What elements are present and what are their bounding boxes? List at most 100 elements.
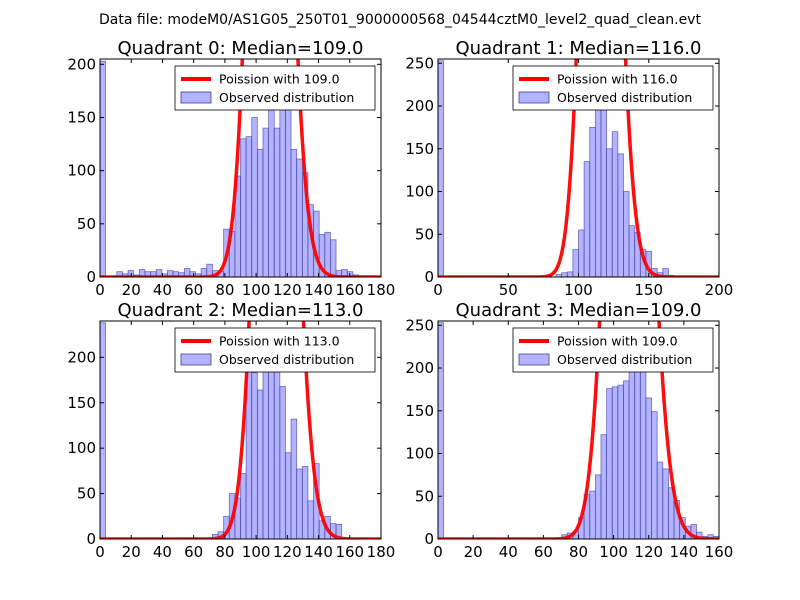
histogram-bar (662, 468, 669, 539)
x-tick-label: 20 (464, 543, 483, 561)
y-tick-label: 50 (77, 215, 96, 233)
y-tick-label: 50 (415, 225, 434, 243)
y-tick-label: 200 (67, 348, 96, 366)
legend-bar-swatch (518, 91, 550, 104)
legend-bar-swatch (518, 353, 550, 366)
histogram-bar (279, 385, 286, 539)
histogram-bar (611, 131, 619, 277)
x-tick-label: 140 (304, 281, 333, 299)
histogram-bar (330, 239, 337, 277)
subplots: 0 20 40 60 80 100 120 140 160 180050100150200Quad… (67, 38, 734, 561)
x-tick-label: 100 (242, 281, 271, 299)
legend-label-poisson: Poission with 109.0 (219, 72, 340, 87)
x-tick-label: 100 (242, 543, 271, 561)
histogram-bar (307, 500, 314, 539)
subplot-2: 0 20 40 60 80 100 120 140 160 180050100150200Quad… (67, 300, 395, 561)
legend-bar-swatch (180, 91, 212, 104)
y-tick-label: 50 (77, 485, 96, 503)
x-tick-label: 50 (499, 281, 518, 299)
x-tick-label: 20 (122, 543, 141, 561)
y-tick-label: 100 (405, 445, 434, 463)
subplot-title: Quadrant 2: Median=113.0 (118, 300, 364, 321)
histogram-bar (606, 148, 613, 277)
histogram-bar (572, 249, 579, 277)
histogram-bar (100, 322, 107, 539)
histogram-bar (662, 268, 669, 277)
x-tick-label: 160 (705, 543, 734, 561)
histogram-bar (600, 434, 607, 539)
histogram-bar (268, 109, 275, 277)
histogram-bar (256, 148, 264, 277)
histogram-bar (324, 231, 331, 277)
histogram-bar (285, 452, 292, 539)
x-tick-label: 200 (705, 281, 734, 299)
subplot-3: 0 20 40 60 80 100 120 140 160 0 50 100 150 200 250 Quad… (405, 300, 734, 561)
histogram-bar (256, 389, 264, 539)
legend-label-poisson: Poission with 109.0 (557, 334, 678, 349)
legend-label-poisson: Poission with 116.0 (557, 72, 678, 87)
subplot-title: Quadrant 3: Median=109.0 (456, 300, 702, 321)
legend: Poission with 109.0 Observed distribution (174, 65, 376, 111)
legend-bar-swatch (180, 353, 212, 366)
legend: Poission with 113.0 Observed distribution (174, 327, 376, 373)
histogram-bar (628, 350, 636, 539)
x-tick-label: 120 (634, 543, 663, 561)
x-tick-label: 20 (122, 281, 141, 299)
y-tick-label: 250 (405, 316, 434, 334)
histogram-bar (296, 158, 303, 277)
histogram-bar (594, 105, 602, 277)
subplot-0: 0 20 40 60 80 100 120 140 160 180050100150200Quad… (67, 38, 396, 299)
histogram-bar (617, 384, 624, 539)
histogram-bar (589, 126, 596, 277)
x-tick-label: 120 (273, 543, 302, 561)
subplot-title: Quadrant 0: Median=109.0 (118, 38, 364, 59)
histogram-bar (301, 465, 309, 539)
legend: Poission with 116.0 Observed distribution (512, 65, 714, 111)
y-tick-label: 0 (424, 268, 434, 286)
axes-frame (99, 58, 382, 278)
x-tick-label: 60 (534, 543, 553, 561)
legend-label-observed: Observed distribution (219, 90, 354, 105)
histogram-bar (628, 225, 636, 277)
histogram-bar (438, 60, 445, 277)
histogram-bar (100, 60, 107, 277)
x-tick-label: 60 (184, 281, 203, 299)
histogram-bar (606, 388, 613, 539)
histogram-bar (589, 490, 596, 539)
poisson-curve (100, 321, 381, 539)
histogram-bar (290, 418, 298, 539)
x-tick-label: 40 (153, 543, 172, 561)
histogram-bar (623, 191, 630, 277)
y-tick-label: 200 (67, 55, 96, 73)
x-tick-label: 80 (215, 281, 234, 299)
histogram-bar (617, 153, 624, 277)
histogram-bar (645, 397, 652, 539)
subplot-title: Quadrant 1: Median=116.0 (456, 38, 702, 59)
histogram-bar (285, 106, 292, 277)
legend-label-observed: Observed distribution (219, 352, 354, 367)
x-tick-label: 100 (599, 543, 628, 561)
histogram-bar (273, 127, 281, 277)
histogram-bar (262, 127, 270, 277)
legend-label-observed: Observed distribution (557, 352, 692, 367)
histogram-bar (639, 357, 647, 539)
histogram-bar (273, 356, 281, 539)
plot-area-0 (100, 59, 381, 277)
x-tick-label: 40 (499, 543, 518, 561)
x-tick-label: 100 (564, 281, 593, 299)
x-tick-label: 160 (335, 281, 364, 299)
y-tick-label: 100 (405, 183, 434, 201)
histogram-bar (651, 411, 658, 539)
x-tick-label: 0 (433, 281, 443, 299)
x-tick-label: 180 (367, 281, 396, 299)
y-tick-label: 0 (86, 268, 96, 286)
x-tick-label: 120 (273, 281, 302, 299)
histogram-bar (690, 524, 697, 539)
y-tick-label: 200 (405, 359, 434, 377)
x-tick-label: 0 (95, 281, 105, 299)
histogram-bar (566, 271, 574, 277)
histogram-bar (578, 229, 585, 277)
plot-area-2 (100, 321, 381, 539)
x-tick-label: 160 (335, 543, 364, 561)
